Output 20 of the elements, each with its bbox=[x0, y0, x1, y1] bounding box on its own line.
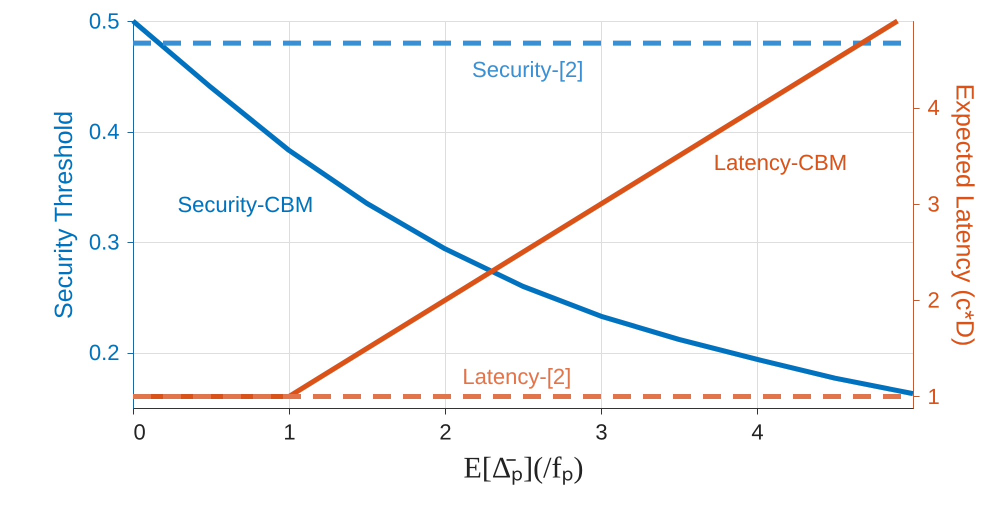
y2-tick-label: 4 bbox=[928, 95, 940, 120]
series-label: Security-CBM bbox=[177, 192, 314, 217]
y-tick-label: 0.3 bbox=[88, 230, 120, 255]
y-tick-label: 0.4 bbox=[88, 119, 120, 144]
x-tick-label: 2 bbox=[439, 420, 452, 444]
x-tick-label: 0 bbox=[134, 420, 146, 444]
y2-tick-label: 3 bbox=[928, 191, 940, 216]
series-label: Latency-CBM bbox=[714, 150, 848, 176]
y-tick-label: 0.5 bbox=[88, 8, 120, 34]
y2-tick-label: 1 bbox=[928, 384, 940, 409]
x-axis-title: E[Δ̄ₚ](/fₚ) bbox=[464, 452, 584, 486]
series-label: Latency-[2] bbox=[462, 364, 572, 390]
x-tick-label: 4 bbox=[751, 420, 764, 444]
y2-axis-title: Expected Latency (c*D) bbox=[950, 84, 979, 346]
x-tick-label: 3 bbox=[595, 420, 608, 444]
y-axis-title: Security Threshold bbox=[50, 111, 78, 319]
y-tick-label: 0.2 bbox=[88, 340, 120, 366]
series-label: Security-[2] bbox=[472, 57, 584, 82]
x-tick-label: 1 bbox=[283, 420, 296, 444]
y2-tick-label: 2 bbox=[928, 288, 940, 313]
